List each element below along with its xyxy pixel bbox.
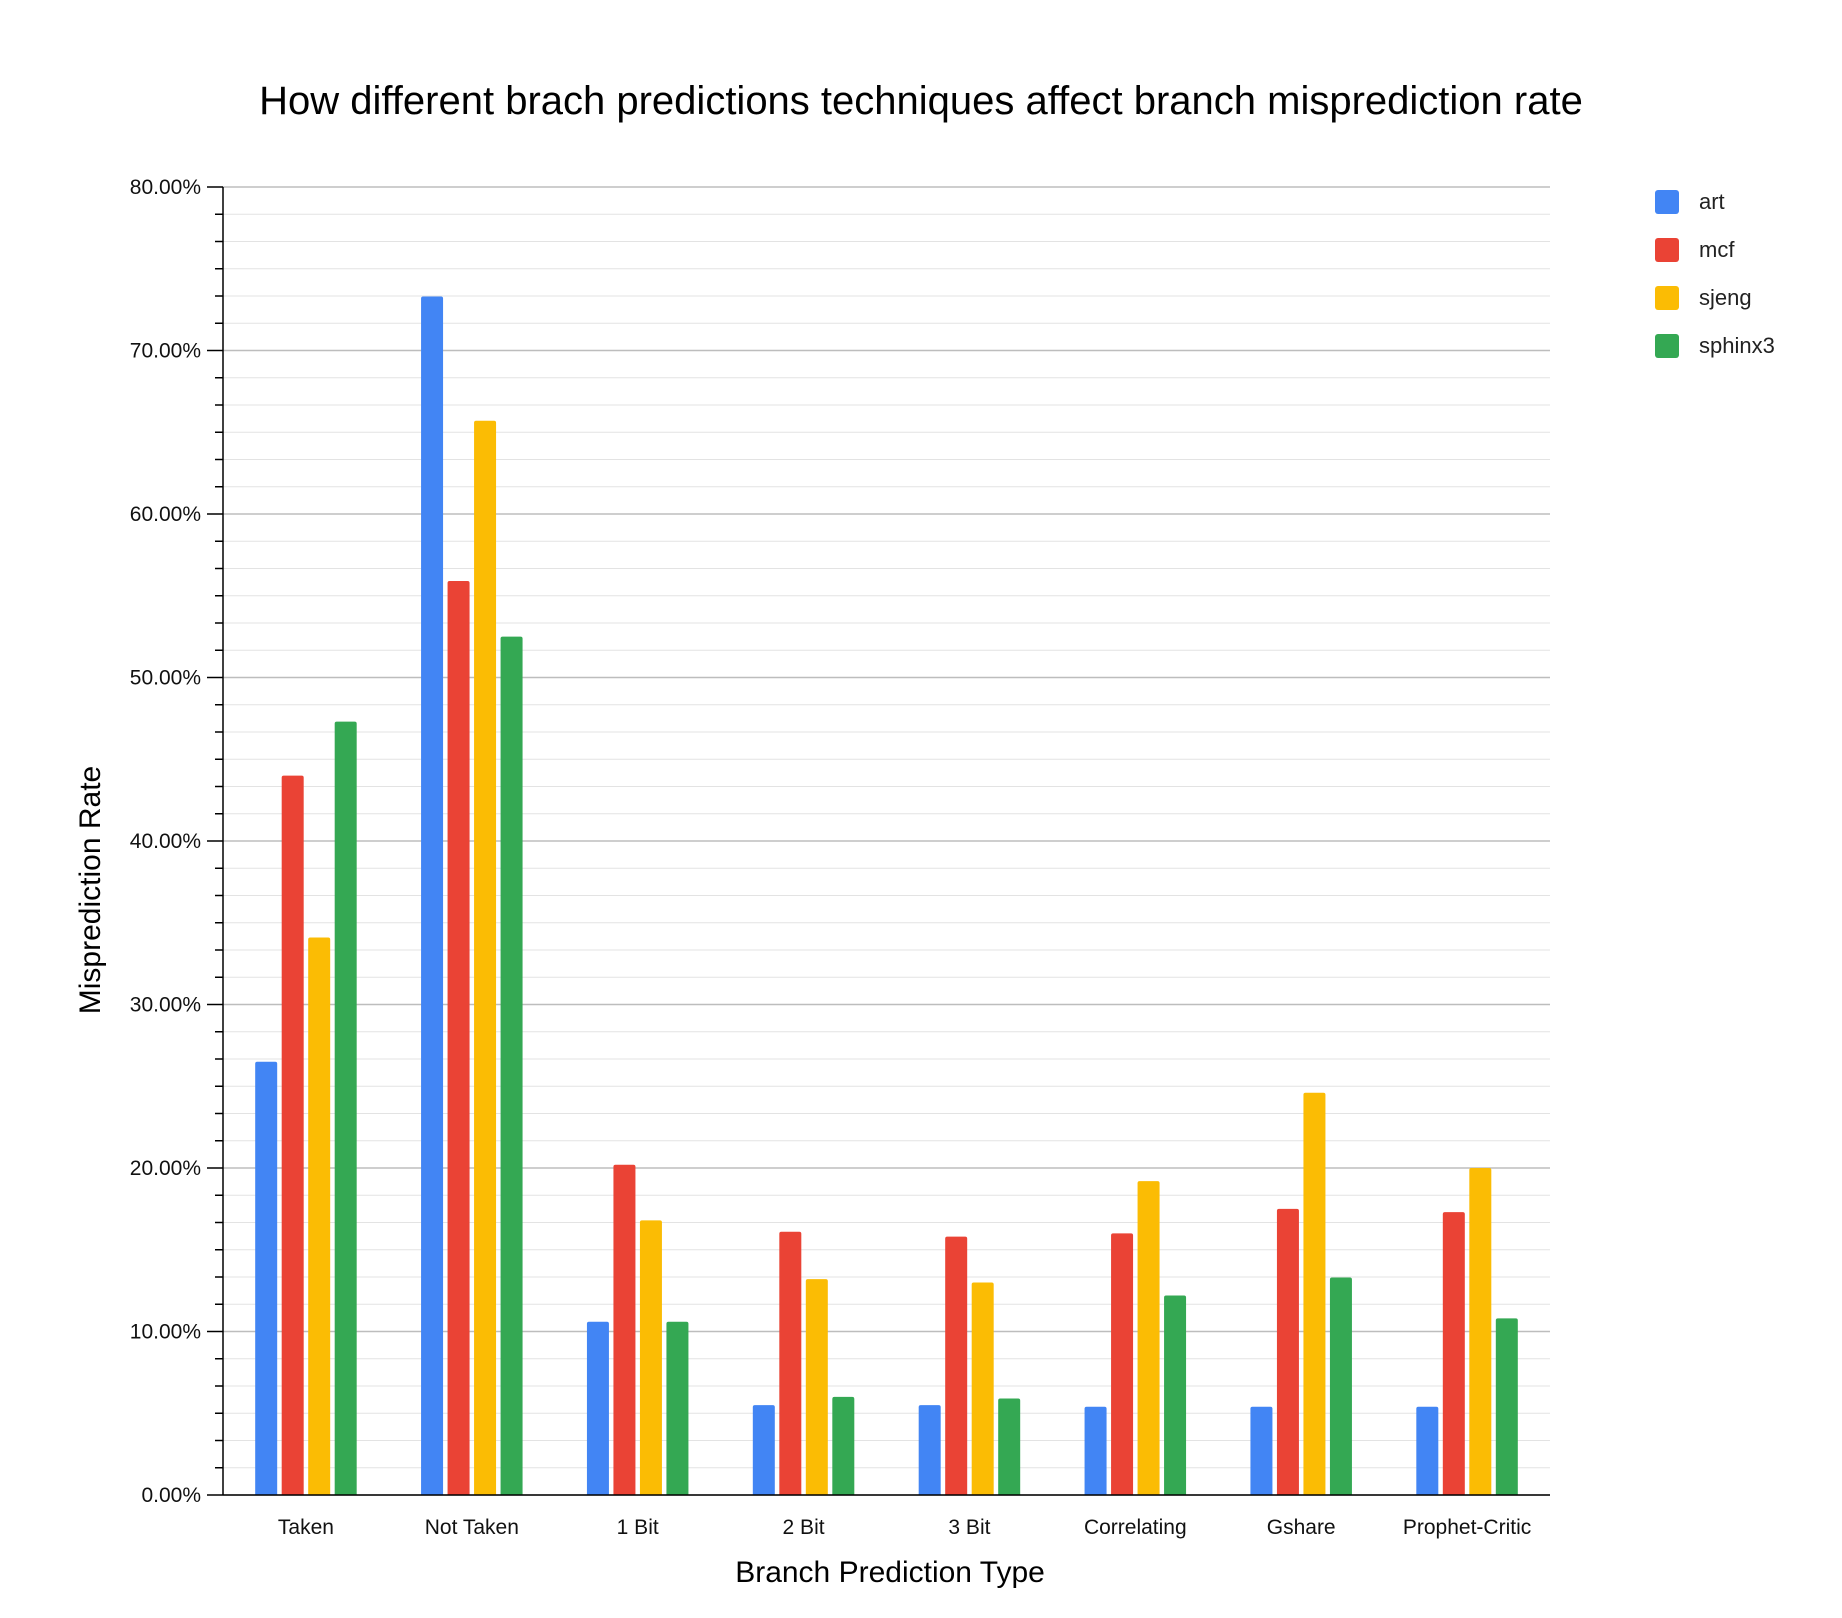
bar-art-2-bit xyxy=(752,1405,775,1495)
chart-title: How different brach predictions techniqu… xyxy=(259,79,1583,123)
bar-sphinx3-prophet-critic xyxy=(1495,1318,1518,1495)
bar-mcf-2-bit xyxy=(779,1231,802,1495)
bar-art-taken xyxy=(255,1061,278,1495)
bar-sphinx3-not-taken xyxy=(500,636,523,1495)
bar-sphinx3-2-bit xyxy=(832,1396,855,1495)
legend-swatch-mcf xyxy=(1655,238,1679,262)
bar-sjeng-2-bit xyxy=(805,1279,828,1495)
y-tick-label: 50.00% xyxy=(130,667,201,690)
bar-art-3-bit xyxy=(918,1405,941,1495)
x-tick-label: Gshare xyxy=(1267,1516,1336,1539)
bar-mcf-not-taken xyxy=(447,581,470,1495)
bar-art-gshare xyxy=(1250,1406,1273,1495)
bar-sjeng-prophet-critic xyxy=(1469,1168,1492,1495)
y-tick-labels: 0.00% 10.00% 20.00% 30.00% 40.00% 50.00% 60.00… xyxy=(130,176,201,1507)
bar-mcf-prophet-critic xyxy=(1442,1212,1465,1495)
bar-mcf-taken xyxy=(281,775,304,1495)
bar-art-prophet-critic xyxy=(1416,1406,1439,1495)
x-tick-label: 2 Bit xyxy=(783,1516,825,1539)
x-tick-label: Prophet-Critic xyxy=(1403,1516,1531,1539)
bar-art-correlating xyxy=(1084,1406,1107,1495)
x-tick-label: Taken xyxy=(278,1516,334,1539)
x-tick-label: Not Taken xyxy=(425,1516,519,1539)
x-axis-title: Branch Prediction Type xyxy=(735,1556,1045,1589)
x-tick-label: 1 Bit xyxy=(617,1516,659,1539)
bar-sjeng-gshare xyxy=(1303,1092,1326,1495)
bar-mcf-gshare xyxy=(1276,1208,1299,1495)
y-tick-label: 0.00% xyxy=(141,1484,201,1507)
legend-swatch-sphinx3 xyxy=(1655,334,1679,358)
legend-swatch-sjeng xyxy=(1655,286,1679,310)
legend-label-sjeng: sjeng xyxy=(1699,285,1752,310)
bar-sphinx3-taken xyxy=(334,721,357,1495)
bar-sphinx3-1-bit xyxy=(666,1321,689,1495)
y-tick-label: 20.00% xyxy=(130,1157,201,1180)
y-tick-label: 60.00% xyxy=(130,503,201,526)
bar-sjeng-3-bit xyxy=(971,1282,994,1495)
bar-mcf-correlating xyxy=(1111,1233,1134,1495)
bars xyxy=(255,296,1518,1496)
bar-sjeng-correlating xyxy=(1137,1181,1160,1495)
legend-label-art: art xyxy=(1699,189,1725,214)
bar-sphinx3-correlating xyxy=(1164,1295,1187,1495)
y-tick-label: 80.00% xyxy=(130,176,201,199)
bar-sjeng-not-taken xyxy=(474,420,497,1496)
bar-sphinx3-gshare xyxy=(1329,1277,1352,1495)
legend-swatch-art xyxy=(1655,190,1679,214)
bar-sjeng-taken xyxy=(308,937,331,1495)
bar-mcf-3-bit xyxy=(945,1236,968,1495)
x-tick-label: Correlating xyxy=(1084,1516,1187,1539)
bar-art-not-taken xyxy=(421,296,444,1495)
y-tick-label: 40.00% xyxy=(130,830,201,853)
y-tick-label: 70.00% xyxy=(130,340,201,363)
axes xyxy=(207,186,1550,1496)
legend: art mcf sjeng sphinx3 xyxy=(1655,189,1775,358)
legend-label-mcf: mcf xyxy=(1699,237,1735,262)
y-axis-title: Misprediction Rate xyxy=(74,766,107,1014)
bar-sphinx3-3-bit xyxy=(998,1398,1021,1495)
gridlines xyxy=(223,186,1550,1496)
y-tick-label: 10.00% xyxy=(130,1321,201,1344)
bar-mcf-1-bit xyxy=(613,1164,636,1495)
x-tick-label: 3 Bit xyxy=(948,1516,990,1539)
y-tick-label: 30.00% xyxy=(130,994,201,1017)
bar-art-1-bit xyxy=(586,1321,609,1495)
legend-label-sphinx3: sphinx3 xyxy=(1699,333,1775,358)
bar-sjeng-1-bit xyxy=(639,1220,662,1495)
x-tick-labels: Taken Not Taken 1 Bit 2 Bit 3 Bit Correlating… xyxy=(278,1516,1531,1539)
